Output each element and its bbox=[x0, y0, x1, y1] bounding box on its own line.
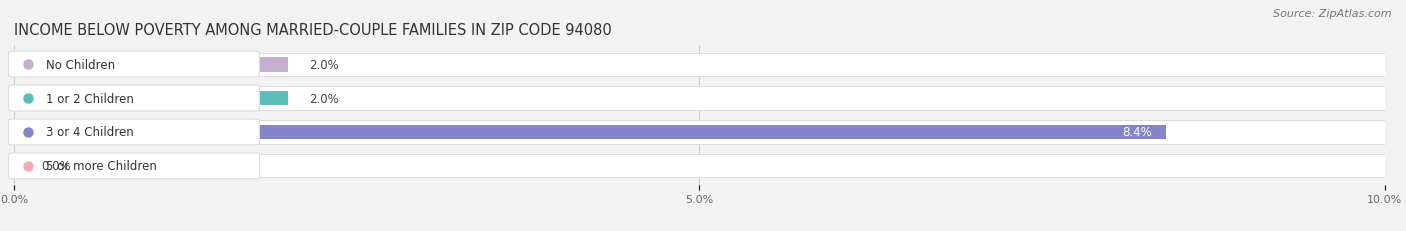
Text: 1 or 2 Children: 1 or 2 Children bbox=[45, 92, 134, 105]
FancyBboxPatch shape bbox=[8, 52, 260, 78]
FancyBboxPatch shape bbox=[8, 86, 260, 111]
Bar bbox=[14, 57, 288, 72]
Bar bbox=[14, 125, 1166, 140]
Text: 2.0%: 2.0% bbox=[309, 92, 339, 105]
Text: No Children: No Children bbox=[45, 58, 115, 71]
Text: 3 or 4 Children: 3 or 4 Children bbox=[45, 126, 134, 139]
Text: 0.0%: 0.0% bbox=[42, 160, 72, 173]
Text: Source: ZipAtlas.com: Source: ZipAtlas.com bbox=[1274, 9, 1392, 19]
Text: 2.0%: 2.0% bbox=[309, 58, 339, 71]
Bar bbox=[14, 121, 1385, 144]
Bar bbox=[14, 87, 1385, 110]
Bar bbox=[14, 159, 31, 174]
FancyBboxPatch shape bbox=[8, 153, 260, 179]
Bar bbox=[14, 155, 1385, 178]
Bar bbox=[14, 53, 1385, 76]
FancyBboxPatch shape bbox=[8, 120, 260, 145]
Text: INCOME BELOW POVERTY AMONG MARRIED-COUPLE FAMILIES IN ZIP CODE 94080: INCOME BELOW POVERTY AMONG MARRIED-COUPL… bbox=[14, 23, 612, 38]
Text: 5 or more Children: 5 or more Children bbox=[45, 160, 156, 173]
Text: 8.4%: 8.4% bbox=[1122, 126, 1152, 139]
Bar bbox=[14, 91, 288, 106]
